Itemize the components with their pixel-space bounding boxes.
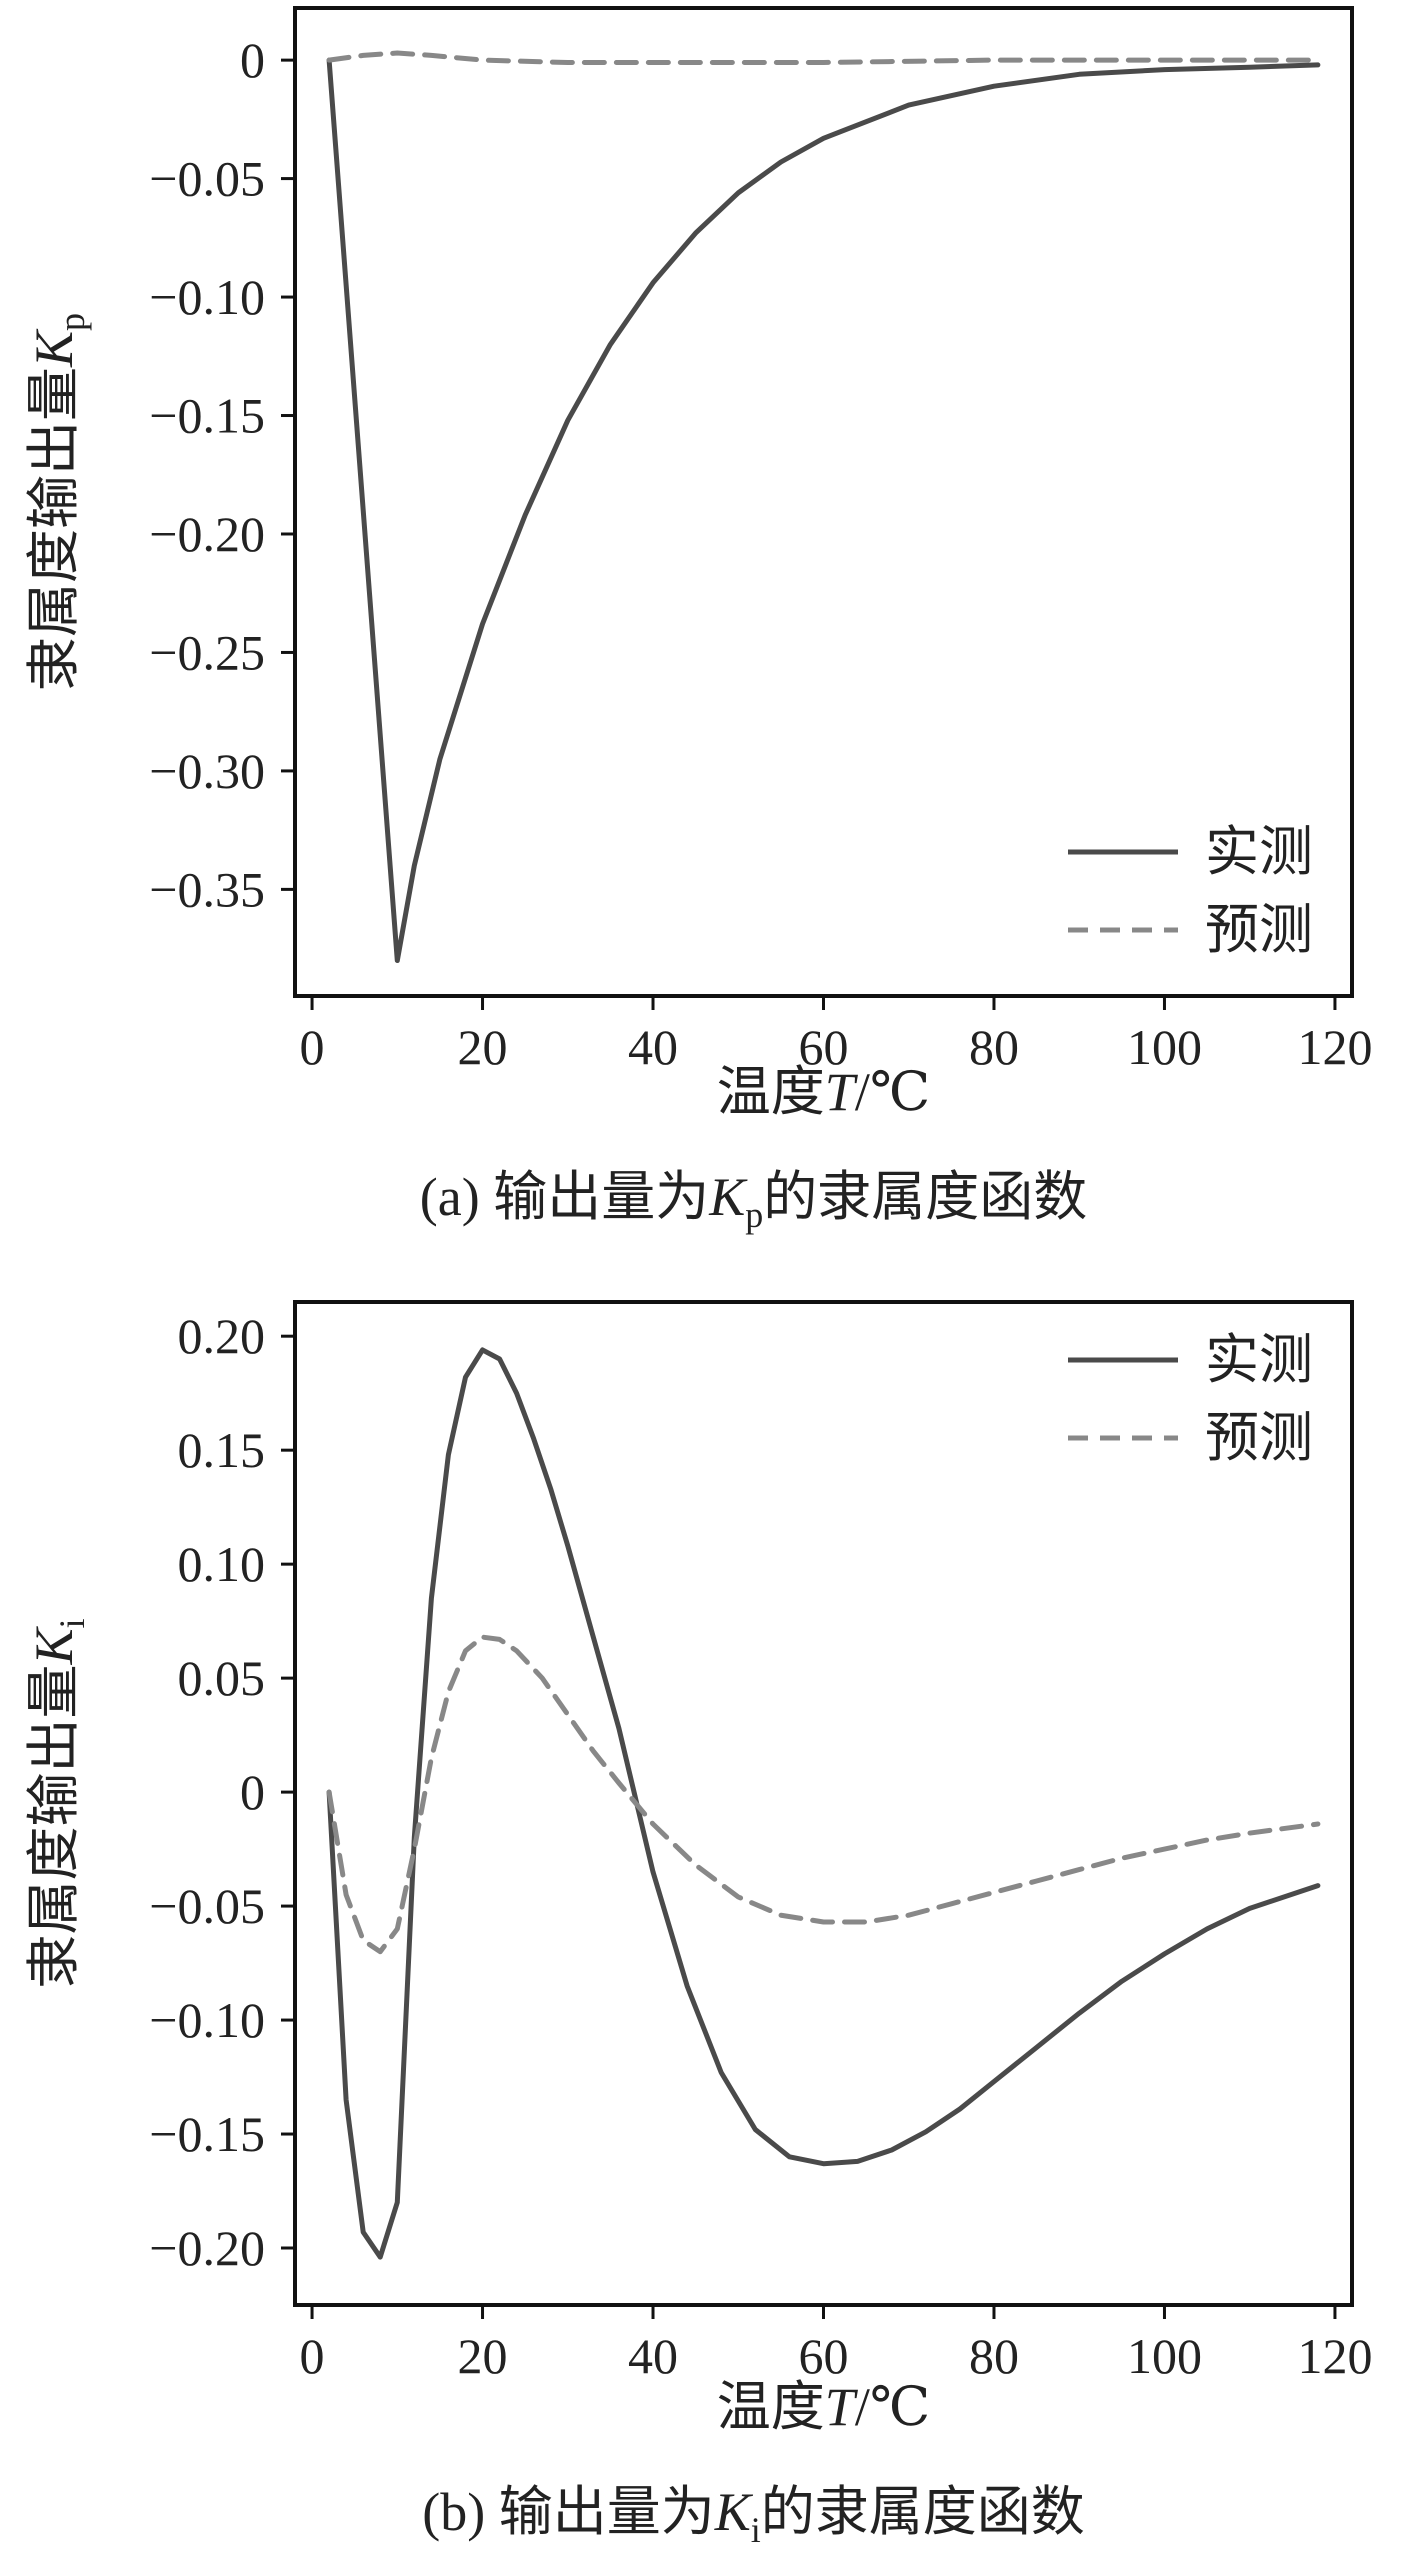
y-axis-label-text: 隶属度输出量 (24, 1665, 84, 1989)
series-line-predicted (326, 1634, 1321, 1955)
legend-label-measured: 实测 (1205, 822, 1313, 882)
caption-subscript: p (745, 1195, 763, 1235)
x-tick-label: 20 (458, 1019, 508, 1075)
y-tick-label: 0.20 (178, 1308, 266, 1364)
y-tick-label: 0.10 (178, 1536, 266, 1592)
y-tick-label: −0.30 (149, 743, 265, 799)
x-tick-label: 80 (969, 2328, 1019, 2384)
x-tick-label: 20 (458, 2328, 508, 2384)
y-tick-label: −0.10 (149, 269, 265, 325)
x-tick-label: 120 (1297, 1019, 1372, 1075)
y-axis-label-symbol: K (24, 1626, 84, 1666)
y-axis-label: 隶属度输出量Ki (24, 1618, 92, 1988)
y-axis-label: 隶属度输出量Kp (24, 313, 92, 691)
x-axis-label: 温度T/℃ (717, 2377, 930, 2437)
y-tick-label: −0.05 (149, 151, 265, 207)
y-axis-label-subscript: p (52, 313, 92, 331)
y-axis-label-subscript: i (52, 1618, 92, 1628)
caption-symbol: K (708, 1167, 748, 1227)
series-line-predicted (326, 50, 1321, 65)
caption-symbol: K (714, 2482, 754, 2542)
y-axis-label-symbol: K (24, 328, 84, 368)
caption-prefix: (a) 输出量为 (420, 1167, 709, 1227)
x-axis-label-unit: /℃ (855, 1062, 930, 1122)
y-tick-label: 0 (240, 1764, 265, 1820)
legend-label-predicted: 预测 (1205, 900, 1313, 960)
y-tick-label: −0.20 (149, 506, 265, 562)
x-tick-label: 0 (300, 2328, 325, 2384)
x-tick-label: 60 (799, 1019, 849, 1075)
plot-frame (293, 1300, 1354, 2307)
caption-prefix: (b) 输出量为 (422, 2482, 714, 2542)
x-tick-label: 40 (628, 2328, 678, 2384)
series-line-measured (326, 1347, 1321, 2260)
x-axis-label: 温度T/℃ (717, 1062, 930, 1122)
x-axis-label-symbol: T (825, 2377, 859, 2437)
caption-subscript: i (751, 2510, 761, 2550)
series-line-measured (326, 57, 1321, 963)
x-tick-label: 80 (969, 1019, 1019, 1075)
y-tick-label: 0.15 (178, 1422, 266, 1478)
chart-panel-b: 0 20 40 60 80 100 120 0.20 0.15 0.10 0.05 0 −0.05 −0.… (24, 1300, 1372, 2550)
x-tick-label: 60 (799, 2328, 849, 2384)
y-tick-label: −0.10 (149, 1992, 265, 2048)
chart-panel-a: 0 20 40 60 80 100 120 0 −0.05 −0.10 −0.15 −0.20 −0.2… (24, 6, 1372, 1235)
x-axis-label-text: 温度 (717, 1062, 825, 1122)
y-tick-label: 0 (240, 32, 265, 88)
x-tick-label: 40 (628, 1019, 678, 1075)
y-tick-label: −0.05 (149, 1878, 265, 1934)
y-tick-label: −0.25 (149, 624, 265, 680)
y-tick-label: −0.15 (149, 2106, 265, 2162)
y-tick-label: 0.05 (178, 1650, 266, 1706)
x-axis-label-text: 温度 (717, 2377, 825, 2437)
x-tick-label: 0 (300, 1019, 325, 1075)
caption-suffix: 的隶属度函数 (763, 1167, 1087, 1227)
y-tick-label: −0.20 (149, 2220, 265, 2276)
x-tick-label: 120 (1297, 2328, 1372, 2384)
caption-suffix: 的隶属度函数 (761, 2482, 1085, 2542)
x-axis-label-symbol: T (825, 1062, 859, 1122)
x-axis-label-unit: /℃ (855, 2377, 930, 2437)
y-tick-label: −0.35 (149, 861, 265, 917)
y-axis-label-text: 隶属度输出量 (24, 367, 84, 691)
legend-label-predicted: 预测 (1205, 1408, 1313, 1468)
figure-caption: (a) 输出量为Kp的隶属度函数 (420, 1167, 1087, 1235)
x-tick-label: 100 (1127, 1019, 1202, 1075)
legend-label-measured: 实测 (1205, 1330, 1313, 1390)
y-tick-label: −0.15 (149, 388, 265, 444)
x-tick-label: 100 (1127, 2328, 1202, 2384)
figure-caption: (b) 输出量为Ki的隶属度函数 (422, 2482, 1085, 2550)
plot-frame (293, 6, 1354, 998)
